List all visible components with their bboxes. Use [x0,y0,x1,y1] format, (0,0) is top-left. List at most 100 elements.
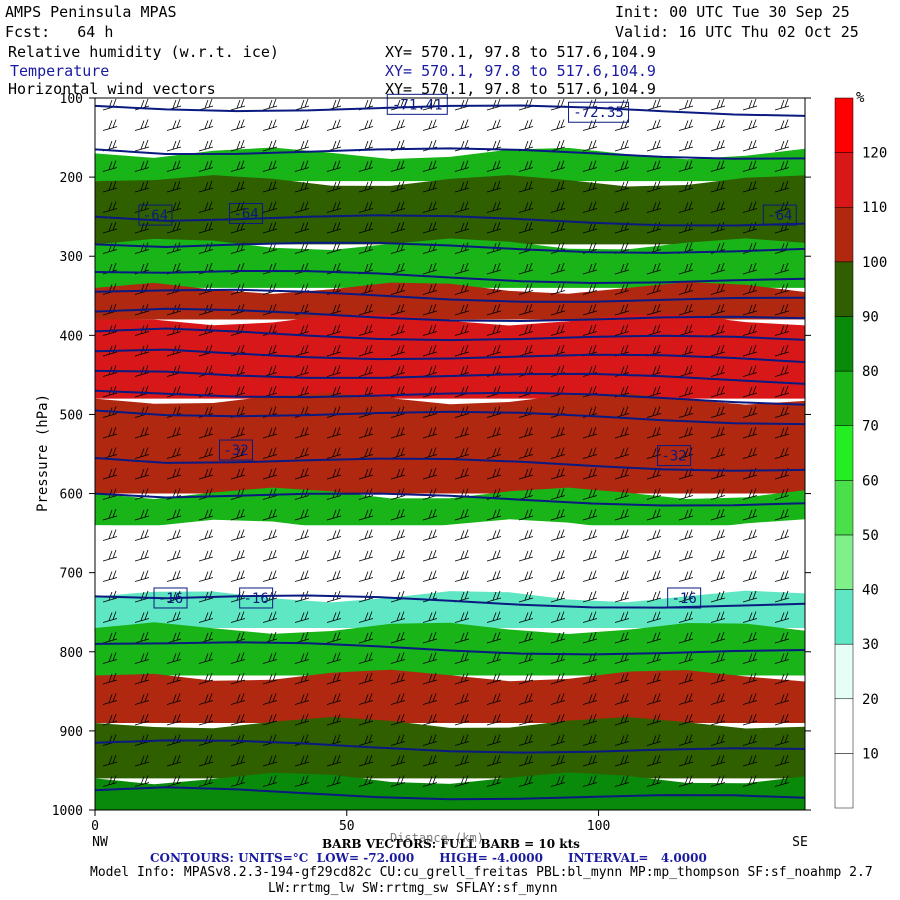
wind-barb [262,98,278,111]
wind-barb [646,713,662,726]
wind-barb [422,549,438,562]
wind-barb [582,529,598,541]
wind-barb [262,693,278,705]
wind-barb [486,447,502,459]
wind-barb [326,467,342,480]
wind-barb [390,775,406,787]
wind-barb [518,775,534,787]
wind-barb [582,631,598,644]
temperature-contour [95,307,805,323]
wind-barb [774,672,790,685]
wind-barb [422,529,438,541]
wind-barb [358,426,374,439]
wind-barb [262,570,278,582]
wind-barb [582,160,598,172]
wind-barb [582,508,598,521]
wind-barb [646,160,662,172]
wind-barb [774,324,790,336]
wind-barb [134,631,150,644]
wind-barb [678,262,694,275]
wind-barb [646,201,662,213]
wind-barb [326,221,342,234]
wind-barb [358,180,374,193]
wind-barb [358,570,374,582]
wind-barb [550,713,566,726]
wind-barb [678,611,694,623]
wind-barb [646,98,662,111]
wind-barb [550,180,566,193]
wind-barb [710,672,726,685]
wind-barb [550,529,566,541]
contour-label-box [239,587,274,609]
wind-barb [198,775,214,787]
wind-barb [550,488,566,500]
contour-label: -72.35 [573,105,624,121]
wind-barb [262,160,278,172]
wind-barb [678,303,694,316]
wind-barb [582,672,598,685]
wind-barb [710,488,726,500]
wind-barb [742,549,758,562]
wind-barb [646,283,662,295]
wind-barb [550,590,566,603]
wind-barb [198,447,214,459]
wind-barb [198,160,214,172]
wind-barb [582,734,598,746]
wind-barb [262,713,278,726]
wind-barb [678,324,694,336]
wind-barb [326,672,342,685]
wind-barb [134,672,150,685]
wind-barb [230,611,246,623]
wind-barb [518,754,534,767]
temperature-contour [95,641,805,656]
wind-barb [230,754,246,767]
wind-barb [102,672,118,685]
wind-barb [678,652,694,664]
x-tick-label: 0 [91,819,99,834]
wind-barb [614,693,630,705]
wind-barb [518,283,534,295]
colorbar-swatch [834,97,854,153]
wind-barb [678,672,694,685]
wind-barb [422,672,438,685]
wind-barb [198,611,214,623]
wind-barb [166,672,182,685]
wind-barb [166,713,182,726]
wind-barb [294,180,310,193]
wind-barb [454,467,470,480]
wind-barb [646,672,662,685]
wind-barb [678,590,694,603]
wind-barb [198,672,214,685]
wind-barb [614,160,630,172]
wind-barb [454,344,470,357]
colorbar-swatch [834,152,854,208]
wind-barb [134,529,150,541]
wind-barb [326,775,342,787]
colorbar-swatch [834,206,854,263]
wind-barb [678,426,694,439]
wind-barb [326,160,342,172]
wind-barb [134,426,150,439]
wind-barb [518,549,534,562]
wind-barb [390,160,406,172]
temperature-contour [95,104,805,117]
wind-barb [742,508,758,521]
temperature-contour [95,348,805,364]
wind-barb [614,672,630,685]
x-tick-label: 100 [587,819,610,834]
wind-barb [582,447,598,459]
wind-barb [134,119,150,131]
wind-barb [646,119,662,131]
contour-label-box [153,587,188,609]
wind-barb [518,180,534,193]
wind-barb [102,570,118,582]
wind-barb [358,447,374,459]
wind-barb [166,426,182,439]
wind-barb [326,180,342,193]
wind-barb [294,508,310,521]
colorbar-unit: % [856,90,865,106]
wind-barb [390,119,406,131]
wind-barb [230,119,246,131]
wind-barb [102,160,118,172]
wind-barb [550,447,566,459]
